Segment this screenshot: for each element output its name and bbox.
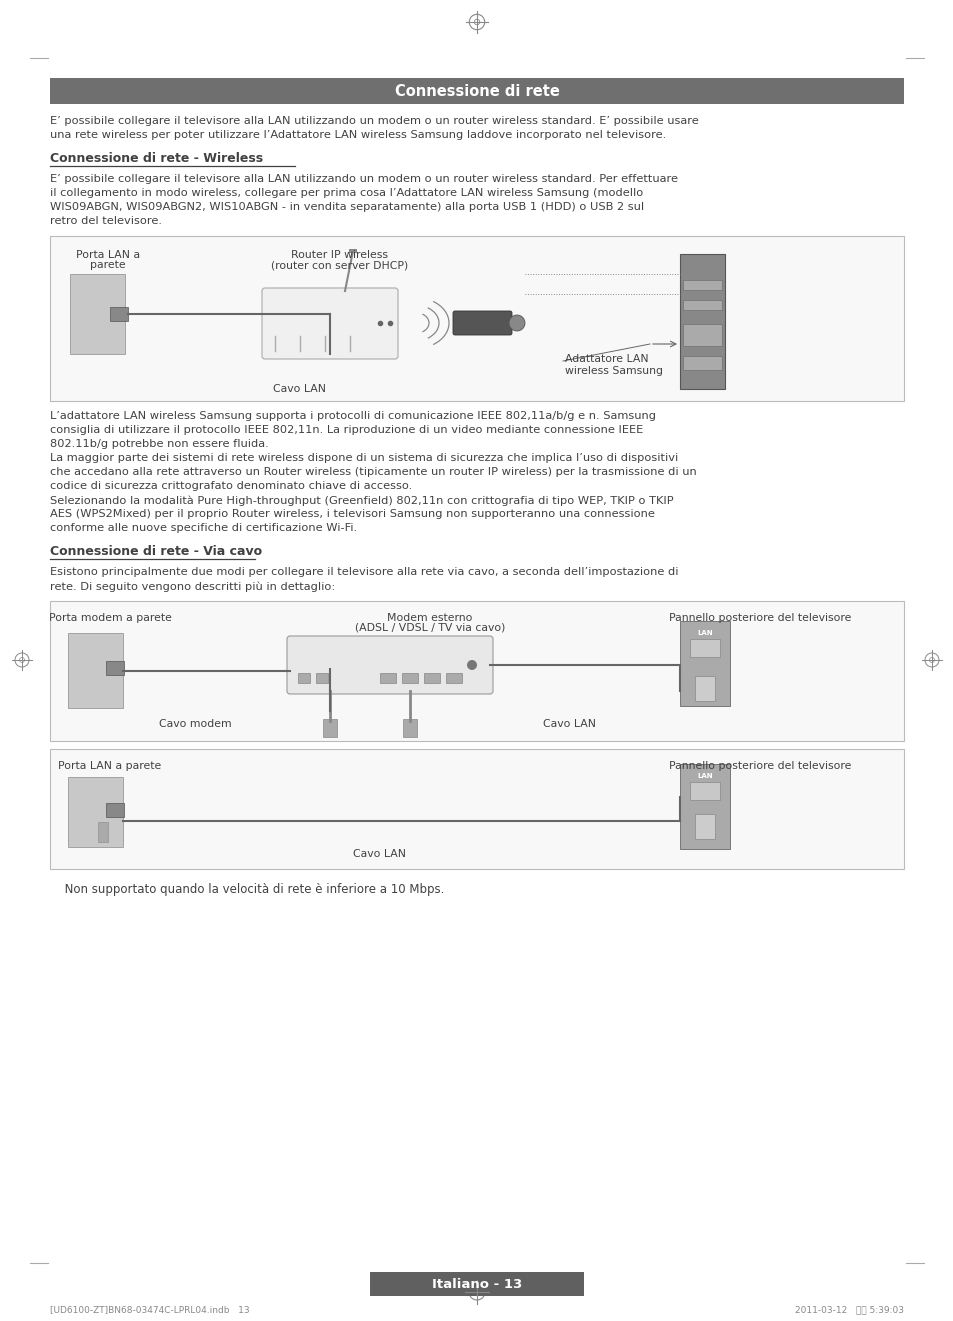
Text: Selezionando la modalità Pure High-throughput (Greenfield) 802,11n con crittogra: Selezionando la modalità Pure High-throu… (50, 495, 673, 506)
Text: codice di sicurezza crittografato denominato chiave di accesso.: codice di sicurezza crittografato denomi… (50, 481, 412, 491)
Text: wireless Samsung: wireless Samsung (564, 366, 662, 376)
Text: LAN: LAN (697, 773, 712, 779)
Text: una rete wireless per poter utilizzare l’Adattatore LAN wireless Samsung laddove: una rete wireless per poter utilizzare l… (50, 129, 665, 140)
Bar (110, 306, 128, 321)
Text: E’ possibile collegare il televisore alla LAN utilizzando un modem o un router w: E’ possibile collegare il televisore all… (50, 116, 698, 125)
Text: Router IP wireless: Router IP wireless (292, 250, 388, 260)
Bar (679, 254, 724, 388)
Text: WIS09ABGN, WIS09ABGN2, WIS10ABGN - in vendita separatamente) alla porta USB 1 (H: WIS09ABGN, WIS09ABGN2, WIS10ABGN - in ve… (50, 202, 643, 211)
Text: Cavo LAN: Cavo LAN (543, 719, 596, 729)
Text: Cavo LAN: Cavo LAN (274, 384, 326, 394)
Bar (682, 355, 721, 370)
Text: E’ possibile collegare il televisore alla LAN utilizzando un modem o un router w: E’ possibile collegare il televisore all… (50, 174, 678, 184)
Text: Cavo modem: Cavo modem (158, 719, 231, 729)
Text: Pannello posteriore del televisore: Pannello posteriore del televisore (668, 613, 850, 624)
Text: Connessione di rete - Via cavo: Connessione di rete - Via cavo (50, 546, 262, 557)
Bar (68, 633, 123, 708)
Bar (695, 676, 714, 701)
Bar (379, 672, 395, 683)
Text: il collegamento in modo wireless, collegare per prima cosa l’Adattatore LAN wire: il collegamento in modo wireless, colleg… (50, 188, 642, 198)
Text: Adattatore LAN: Adattatore LAN (564, 354, 648, 365)
Bar (50, 78, 903, 104)
Bar (423, 672, 439, 683)
Bar (98, 822, 108, 841)
Text: Modem esterno: Modem esterno (387, 613, 472, 624)
FancyBboxPatch shape (262, 288, 397, 359)
Text: Cavo LAN: Cavo LAN (354, 849, 406, 859)
Text: rete. Di seguito vengono descritti più in dettaglio:: rete. Di seguito vengono descritti più i… (50, 581, 335, 592)
Bar (349, 248, 356, 254)
Text: Porta LAN a parete: Porta LAN a parete (58, 761, 161, 771)
Bar (50, 749, 903, 869)
Text: parete: parete (91, 260, 126, 269)
Text: Esistono principalmente due modi per collegare il televisore alla rete via cavo,: Esistono principalmente due modi per col… (50, 567, 678, 577)
Text: Porta LAN a: Porta LAN a (76, 250, 140, 260)
Text: conforme alle nuove specifiche di certificazione Wi-Fi.: conforme alle nuove specifiche di certif… (50, 523, 356, 532)
Bar (106, 803, 124, 816)
Bar (50, 601, 903, 741)
Text: Porta modem a parete: Porta modem a parete (49, 613, 172, 624)
Text: Pannello posteriore del televisore: Pannello posteriore del televisore (668, 761, 850, 771)
Bar (323, 719, 336, 737)
Bar (682, 300, 721, 310)
Text: (router con server DHCP): (router con server DHCP) (271, 260, 408, 269)
Bar (68, 777, 123, 847)
Text: Connessione di rete: Connessione di rete (395, 83, 558, 99)
Bar (315, 672, 328, 683)
Bar (70, 273, 125, 354)
Bar (297, 672, 310, 683)
FancyBboxPatch shape (453, 310, 512, 336)
Bar (695, 814, 714, 839)
Text: L’adattatore LAN wireless Samsung supporta i protocolli di comunicazione IEEE 80: L’adattatore LAN wireless Samsung suppor… (50, 411, 656, 421)
Bar (689, 782, 720, 801)
Bar (370, 1272, 583, 1296)
Bar (402, 719, 416, 737)
Text: retro del televisore.: retro del televisore. (50, 217, 162, 226)
Bar (679, 764, 729, 849)
Bar (50, 236, 903, 402)
Text: che accedano alla rete attraverso un Router wireless (tipicamente un router IP w: che accedano alla rete attraverso un Rou… (50, 468, 696, 477)
Bar (682, 324, 721, 346)
Text: Italiano - 13: Italiano - 13 (432, 1277, 521, 1291)
Text: LAN: LAN (697, 630, 712, 635)
Text: 802.11b/g potrebbe non essere fluida.: 802.11b/g potrebbe non essere fluida. (50, 439, 269, 449)
Bar (689, 639, 720, 657)
Text: Non supportato quando la velocità di rete è inferiore a 10 Mbps.: Non supportato quando la velocità di ret… (55, 882, 444, 896)
Text: (ADSL / VDSL / TV via cavo): (ADSL / VDSL / TV via cavo) (355, 624, 505, 633)
Text: [UD6100-ZT]BN68-03474C-LPRL04.indb   13: [UD6100-ZT]BN68-03474C-LPRL04.indb 13 (50, 1305, 250, 1314)
Text: 2011-03-12   오후 5:39:03: 2011-03-12 오후 5:39:03 (794, 1305, 903, 1314)
Text: Connessione di rete - Wireless: Connessione di rete - Wireless (50, 152, 263, 165)
Circle shape (509, 314, 524, 332)
FancyBboxPatch shape (287, 635, 493, 694)
Bar (446, 672, 461, 683)
Bar (682, 280, 721, 291)
Text: consiglia di utilizzare il protocollo IEEE 802,11n. La riproduzione di un video : consiglia di utilizzare il protocollo IE… (50, 425, 642, 435)
Bar (106, 660, 124, 675)
Bar (401, 672, 417, 683)
Text: AES (WPS2Mixed) per il proprio Router wireless, i televisori Samsung non support: AES (WPS2Mixed) per il proprio Router wi… (50, 509, 654, 519)
Circle shape (467, 660, 476, 670)
Bar (679, 621, 729, 705)
Text: La maggior parte dei sistemi di rete wireless dispone di un sistema di sicurezza: La maggior parte dei sistemi di rete wir… (50, 453, 678, 462)
